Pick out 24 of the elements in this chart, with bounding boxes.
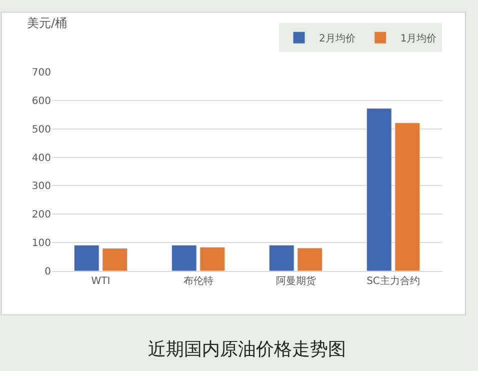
y-tick-label: 200 — [32, 210, 51, 221]
bar — [268, 244, 294, 271]
legend-label: 1月均价 — [400, 32, 437, 44]
y-tick-label: 700 — [32, 68, 51, 78]
y-tick-label: 600 — [32, 96, 51, 107]
bar — [171, 244, 197, 271]
bar — [394, 122, 420, 271]
bar — [102, 248, 128, 271]
y-tick-label: 400 — [32, 152, 51, 164]
y-axis-title: 美元/桶 — [27, 16, 68, 30]
y-tick-label: 300 — [32, 181, 51, 192]
bar — [200, 246, 226, 271]
x-tick-label: WTI — [91, 276, 110, 287]
bar — [366, 108, 392, 271]
bar — [74, 244, 100, 271]
legend-label: 2月均价 — [319, 32, 356, 44]
y-tick-label: 0 — [44, 266, 51, 278]
text: 近期国内原油价格走势图 — [148, 339, 346, 360]
x-tick-label: SC主力合约 — [366, 275, 420, 287]
x-tick-label: 布伦特 — [183, 275, 214, 287]
x-tick-label: 阿曼期货 — [276, 275, 316, 287]
y-tick-label: 100 — [32, 238, 51, 250]
bar — [297, 248, 323, 271]
y-tick-label: 500 — [32, 124, 51, 136]
